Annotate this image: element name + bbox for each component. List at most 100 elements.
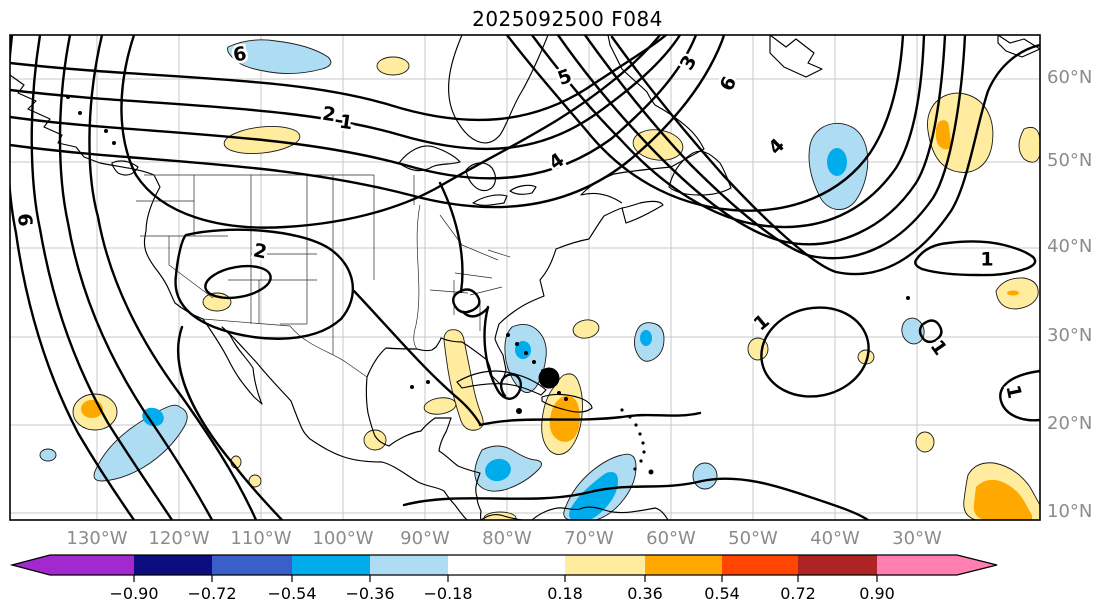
- island-dot: [516, 408, 522, 414]
- contour-label: 1: [338, 111, 354, 135]
- shaded-region: [363, 429, 387, 451]
- contour-line: [452, 288, 481, 314]
- colorbar-outline: [9, 554, 998, 576]
- contour-label: 2: [321, 103, 337, 127]
- colorbar-segment: [292, 555, 370, 575]
- shaded-region: [485, 458, 511, 482]
- lon-tick-label: 120°W: [148, 528, 210, 549]
- contour-line: [556, 35, 947, 246]
- island-dot: [620, 408, 624, 412]
- state-border: [461, 244, 499, 261]
- contour-label: 2: [251, 239, 269, 263]
- lon-tick-label: 60°W: [646, 528, 696, 549]
- island-dot: [112, 141, 116, 145]
- island-dot: [557, 391, 561, 395]
- island-dot: [532, 360, 536, 364]
- lon-tick-label: 90°W: [400, 528, 450, 549]
- contour-line: [999, 369, 1040, 422]
- contour-line: [438, 181, 464, 294]
- lat-tick-label: 40°N: [1047, 236, 1093, 257]
- island-dot: [410, 385, 414, 389]
- shaded-region: [692, 462, 718, 490]
- contour-label: 1: [926, 336, 952, 359]
- colorbar-arrow-left: [12, 555, 134, 575]
- coastline: [769, 35, 823, 78]
- contour-line: [177, 325, 284, 520]
- contour-line: [461, 306, 490, 318]
- contour-line: [204, 264, 272, 300]
- lon-tick-label: 130°W: [66, 528, 128, 549]
- state-border: [487, 249, 511, 258]
- contour-line: [88, 35, 258, 520]
- colorbar-segment: [722, 555, 798, 575]
- coastline: [111, 160, 139, 176]
- island-dot: [634, 423, 638, 427]
- contour-line: [30, 35, 174, 520]
- island-dot: [641, 441, 645, 445]
- island-dot: [524, 351, 528, 355]
- island-dot: [642, 450, 646, 454]
- island-dot: [638, 432, 642, 436]
- colorbar-tick-label: −0.18: [423, 584, 472, 603]
- colorbar-segment: [877, 555, 957, 575]
- contour-line: [914, 240, 1037, 277]
- coastline: [668, 150, 732, 196]
- colorbar-tick-label: 0.36: [627, 584, 663, 603]
- plot-frame: [9, 34, 1041, 521]
- shaded-region: [827, 148, 847, 176]
- colorbar-tick-label: −0.72: [187, 584, 236, 603]
- contour-line: [610, 35, 1040, 276]
- colorbar-segment: [798, 555, 877, 575]
- lon-tick-label: 80°W: [482, 528, 532, 549]
- lon-tick-label: 110°W: [230, 528, 292, 549]
- coastline: [456, 370, 547, 396]
- lat-tick-label: 20°N: [1047, 413, 1093, 434]
- lat-tick-label: 50°N: [1047, 150, 1093, 171]
- colorbar-tick-label: 0.18: [547, 584, 583, 603]
- contour-line: [58, 35, 214, 520]
- contour-line: [478, 411, 702, 427]
- shaded-region: [443, 329, 484, 431]
- shaded-region: [915, 431, 935, 453]
- contour-line: [505, 35, 905, 212]
- colorbar-tick-label: 0.72: [780, 584, 816, 603]
- shaded-region: [248, 474, 262, 488]
- contour-line: [402, 477, 870, 520]
- contour-line: [918, 319, 943, 344]
- colorbar-tick-label: −0.54: [267, 584, 316, 603]
- contour-line: [483, 305, 522, 400]
- colorbar-segment: [645, 555, 722, 575]
- contour-label: 6: [716, 73, 742, 94]
- shaded-region: [901, 317, 925, 345]
- coastline: [472, 194, 508, 206]
- colorbar-tick-label: 0.54: [704, 584, 740, 603]
- lon-tick-label: 40°W: [810, 528, 860, 549]
- island-dot: [506, 333, 510, 337]
- lat-tick-label: 30°N: [1047, 325, 1093, 346]
- shaded-region: [39, 448, 57, 462]
- lon-tick-label: 50°W: [728, 528, 778, 549]
- colorbar-segment: [212, 555, 292, 575]
- contour-line: [10, 35, 726, 209]
- contour-line: [10, 35, 698, 180]
- shaded-region: [927, 92, 994, 173]
- colorbar-tick-label: −0.90: [109, 584, 158, 603]
- contour-line: [10, 35, 136, 520]
- colorbar-segment: [565, 555, 645, 575]
- lon-tick-label: 70°W: [564, 528, 614, 549]
- colorbar-tick-label: −0.36: [345, 584, 394, 603]
- coastline: [448, 35, 549, 144]
- contour-line: [120, 35, 662, 229]
- shaded-region: [1018, 126, 1040, 163]
- shaded-region: [376, 56, 410, 76]
- contour-label: 1: [980, 249, 993, 271]
- shaded-region: [227, 39, 332, 74]
- shaded-region: [572, 319, 600, 339]
- shaded-region: [640, 330, 652, 346]
- lat-tick-label: 60°N: [1047, 67, 1093, 88]
- shaded-region: [973, 479, 1032, 520]
- island-dot: [906, 296, 910, 300]
- state-border: [168, 236, 214, 299]
